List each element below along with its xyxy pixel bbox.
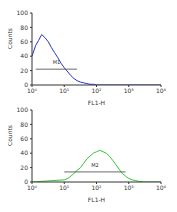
svg-text:10¹: 10¹ [59, 184, 70, 191]
svg-text:10¹: 10¹ [59, 87, 70, 94]
svg-text:80: 80 [20, 121, 28, 128]
svg-text:40: 40 [20, 149, 28, 156]
svg-text:10⁴: 10⁴ [156, 87, 167, 94]
svg-text:60: 60 [20, 38, 28, 45]
svg-text:10⁰: 10⁰ [27, 87, 38, 94]
svg-text:100: 100 [17, 9, 29, 16]
svg-text:100: 100 [17, 106, 29, 113]
svg-text:M1: M1 [53, 59, 61, 65]
svg-text:0: 0 [24, 178, 28, 185]
svg-text:10²: 10² [91, 87, 102, 94]
svg-text:FL1-H: FL1-H [88, 196, 105, 202]
svg-text:10⁰: 10⁰ [27, 184, 38, 191]
svg-text:FL1-H: FL1-H [88, 99, 105, 105]
svg-text:Counts: Counts [8, 125, 13, 146]
svg-text:20: 20 [20, 164, 28, 171]
svg-text:10²: 10² [91, 184, 102, 191]
svg-text:20: 20 [20, 67, 28, 74]
svg-text:10³: 10³ [124, 87, 135, 94]
svg-text:0: 0 [24, 81, 28, 88]
svg-text:10³: 10³ [124, 184, 135, 191]
svg-text:60: 60 [20, 135, 28, 142]
svg-text:10⁴: 10⁴ [156, 184, 167, 191]
svg-text:Counts: Counts [8, 28, 13, 49]
svg-text:M2: M2 [91, 162, 99, 168]
svg-text:80: 80 [20, 24, 28, 31]
svg-text:40: 40 [20, 52, 28, 59]
